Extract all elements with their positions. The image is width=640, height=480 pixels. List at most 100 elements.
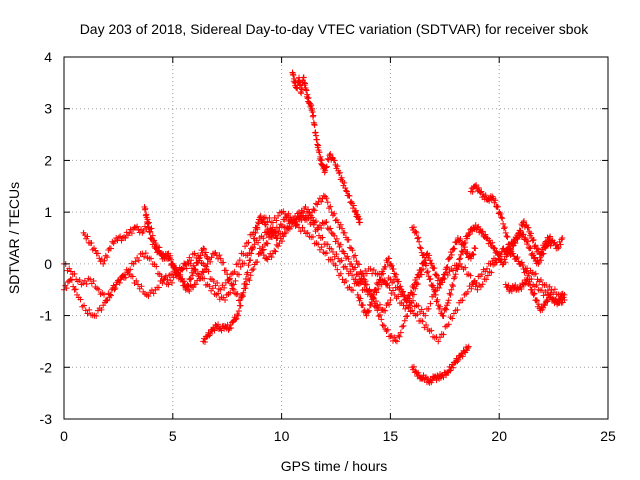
data-point bbox=[464, 345, 471, 352]
data-point bbox=[315, 241, 322, 248]
data-point bbox=[348, 260, 355, 267]
data-point bbox=[81, 232, 88, 239]
data-point bbox=[559, 297, 566, 304]
data-point bbox=[240, 250, 247, 257]
data-point bbox=[84, 310, 91, 317]
data-point bbox=[440, 274, 447, 281]
data-point bbox=[233, 291, 240, 298]
data-point bbox=[352, 264, 359, 271]
data-point bbox=[272, 229, 279, 236]
data-point bbox=[328, 245, 335, 252]
data-point bbox=[558, 236, 565, 243]
data-point bbox=[93, 312, 100, 319]
data-point bbox=[359, 271, 366, 278]
data-point bbox=[323, 163, 330, 170]
data-point bbox=[457, 255, 464, 262]
data-point bbox=[237, 302, 244, 309]
data-point bbox=[67, 276, 74, 283]
y-tick-label: 3 bbox=[44, 101, 52, 117]
data-point bbox=[335, 255, 342, 262]
data-point bbox=[353, 258, 360, 265]
data-point bbox=[386, 301, 393, 308]
data-point bbox=[448, 251, 455, 258]
data-point bbox=[192, 281, 199, 288]
data-point bbox=[369, 294, 376, 301]
data-point bbox=[376, 311, 383, 318]
data-point bbox=[220, 259, 227, 266]
data-point bbox=[249, 243, 256, 250]
data-point bbox=[272, 248, 279, 255]
data-point bbox=[531, 254, 538, 261]
data-point bbox=[249, 246, 256, 253]
data-point bbox=[492, 197, 499, 204]
data-point bbox=[520, 231, 527, 238]
data-point bbox=[329, 256, 336, 263]
data-point bbox=[444, 299, 451, 306]
data-point bbox=[228, 324, 235, 331]
data-point bbox=[428, 260, 435, 267]
data-point bbox=[240, 289, 247, 296]
data-point bbox=[384, 326, 391, 333]
data-point bbox=[217, 255, 224, 262]
data-point bbox=[391, 334, 398, 341]
data-point bbox=[64, 279, 71, 286]
data-point bbox=[289, 219, 296, 226]
data-point bbox=[403, 298, 410, 305]
data-point bbox=[378, 316, 385, 323]
data-point bbox=[349, 263, 356, 270]
series-track-9 bbox=[409, 222, 555, 320]
data-point bbox=[473, 182, 480, 189]
data-point bbox=[408, 289, 415, 296]
data-point bbox=[376, 301, 383, 308]
data-point bbox=[328, 229, 335, 236]
data-point bbox=[456, 237, 463, 244]
data-point bbox=[502, 229, 509, 236]
data-point bbox=[148, 225, 155, 232]
data-point bbox=[449, 281, 456, 288]
data-point bbox=[268, 254, 275, 261]
data-point bbox=[315, 224, 322, 231]
data-point bbox=[349, 247, 356, 254]
data-point bbox=[496, 255, 503, 262]
data-point bbox=[505, 241, 512, 248]
data-point bbox=[480, 191, 487, 198]
data-point bbox=[356, 261, 363, 268]
data-point bbox=[508, 288, 515, 295]
data-point bbox=[230, 286, 237, 293]
data-point bbox=[445, 321, 452, 328]
data-point bbox=[440, 331, 447, 338]
data-point bbox=[191, 266, 198, 273]
data-point bbox=[354, 260, 361, 267]
data-point bbox=[318, 225, 325, 232]
data-point bbox=[232, 277, 239, 284]
data-point bbox=[298, 90, 305, 97]
data-point bbox=[236, 257, 243, 264]
data-point bbox=[450, 283, 457, 290]
data-point bbox=[121, 271, 128, 278]
data-point bbox=[455, 262, 462, 269]
data-point bbox=[86, 306, 93, 313]
data-point bbox=[284, 212, 291, 219]
data-point bbox=[524, 265, 531, 272]
data-point bbox=[247, 257, 254, 264]
data-point bbox=[107, 291, 114, 298]
data-point bbox=[415, 234, 422, 241]
data-point bbox=[543, 240, 550, 247]
data-point bbox=[235, 271, 242, 278]
data-point bbox=[450, 364, 457, 371]
data-point bbox=[526, 278, 533, 285]
data-point bbox=[250, 266, 257, 273]
data-point bbox=[379, 321, 386, 328]
data-point bbox=[494, 203, 501, 210]
data-point bbox=[235, 312, 242, 319]
data-point bbox=[514, 234, 521, 241]
data-point bbox=[427, 275, 434, 282]
data-point bbox=[559, 235, 566, 241]
data-point bbox=[486, 197, 493, 204]
data-point bbox=[541, 302, 548, 309]
data-point bbox=[499, 245, 506, 252]
data-point bbox=[448, 286, 455, 293]
data-point bbox=[468, 285, 475, 292]
data-point bbox=[535, 301, 542, 308]
data-point bbox=[95, 286, 102, 293]
